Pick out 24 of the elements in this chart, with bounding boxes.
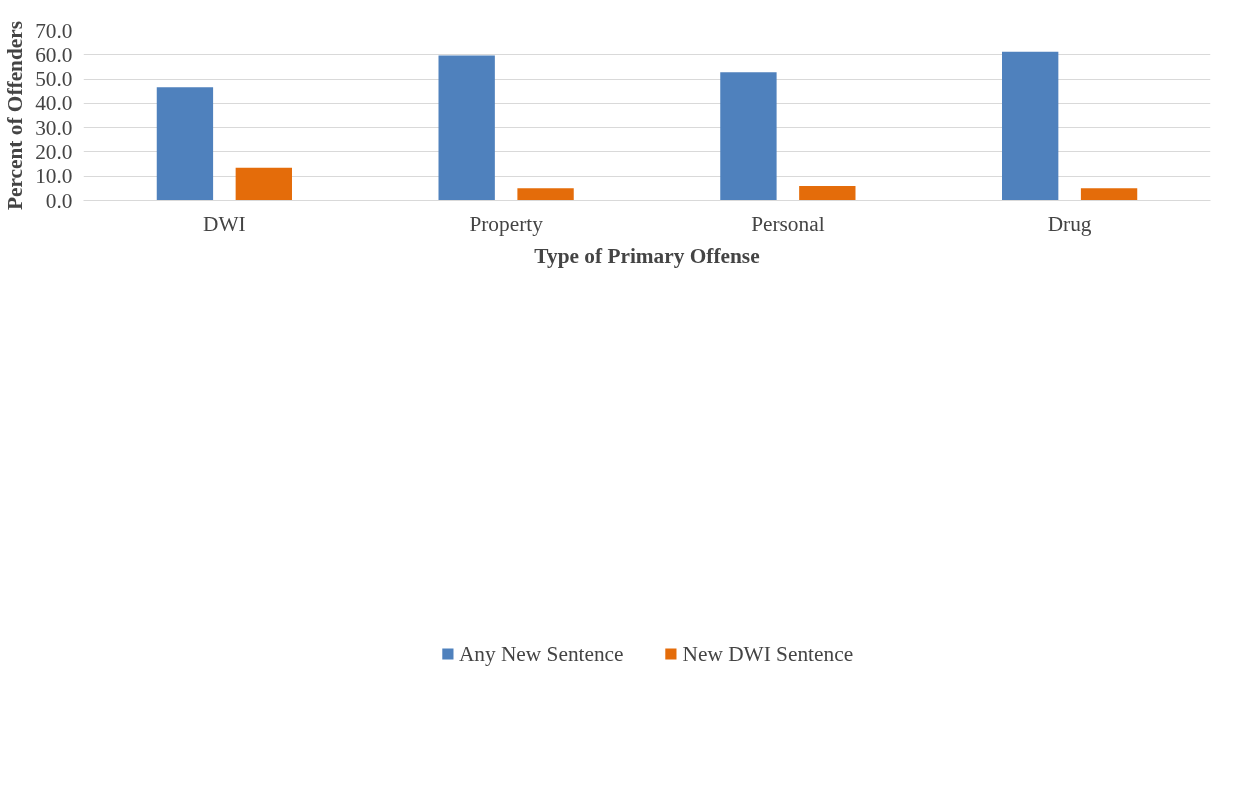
y-tick-label: 40.0 bbox=[35, 91, 73, 116]
y-tick-label: 20.0 bbox=[35, 139, 73, 164]
x-tick-label: DWI bbox=[203, 211, 246, 236]
y-axis-title: Percent of Offenders bbox=[3, 20, 28, 211]
x-axis-title: Type of Primary Offense bbox=[534, 243, 760, 268]
x-tick-label: Personal bbox=[751, 211, 825, 236]
bar bbox=[1080, 188, 1138, 201]
y-tick-label: 0.0 bbox=[45, 188, 73, 213]
bar bbox=[438, 55, 495, 201]
x-tick-label: Drug bbox=[1047, 211, 1092, 236]
y-tick-label: 70.0 bbox=[35, 18, 73, 43]
bar bbox=[720, 72, 777, 201]
legend-label: Any New Sentence bbox=[458, 641, 624, 667]
bar bbox=[235, 167, 292, 201]
bar bbox=[517, 188, 574, 201]
bar bbox=[1002, 51, 1059, 201]
y-tick-label: 60.0 bbox=[35, 42, 73, 67]
y-tick-label: 50.0 bbox=[35, 67, 73, 92]
x-tick-label: Property bbox=[469, 211, 544, 236]
y-tick-label: 30.0 bbox=[35, 115, 73, 140]
y-tick-label: 10.0 bbox=[35, 164, 73, 189]
bar bbox=[799, 185, 856, 201]
legend-label: New DWI Sentence bbox=[682, 641, 854, 667]
bar bbox=[156, 87, 214, 201]
